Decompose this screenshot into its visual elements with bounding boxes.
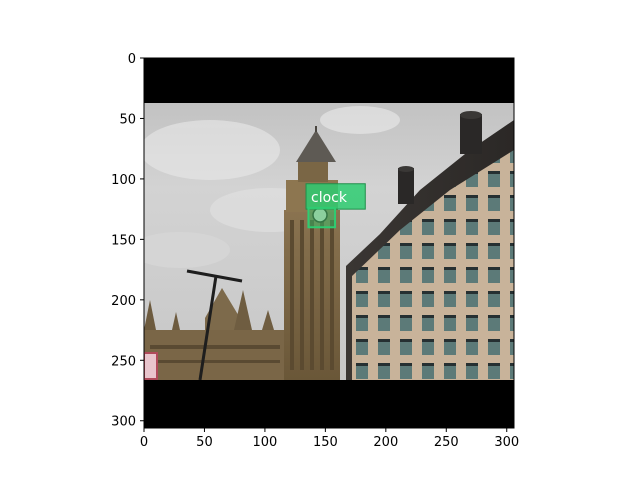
y-tick-label: 250 xyxy=(111,354,136,369)
axes: 0 50 100 150 200 250 300 0 50 100 150 200 250 300 xyxy=(111,52,519,450)
y-tick-label: 150 xyxy=(111,233,136,248)
elizabeth-tower xyxy=(284,126,340,380)
y-tick-label: 100 xyxy=(111,173,136,188)
x-tick-label: 250 xyxy=(434,435,459,450)
axes-frame xyxy=(143,57,515,429)
detection-label-box xyxy=(305,183,366,210)
y-tick-label: 50 xyxy=(119,112,136,127)
x-tick-label: 300 xyxy=(494,435,519,450)
letterbox-bottom xyxy=(144,380,514,428)
detection-bounding-box xyxy=(307,206,337,229)
x-tick-label: 150 xyxy=(313,435,338,450)
x-tick-label: 0 xyxy=(140,435,148,450)
x-tick-label: 50 xyxy=(196,435,213,450)
y-tick-label: 300 xyxy=(111,415,136,430)
x-tick-label: 100 xyxy=(253,435,278,450)
x-tick-label: 200 xyxy=(373,435,398,450)
y-tick-label: 0 xyxy=(128,52,136,67)
lamp-post xyxy=(186,269,243,381)
photo xyxy=(144,58,514,428)
palace-building xyxy=(144,288,284,380)
y-tick-label: 200 xyxy=(111,294,136,309)
detection-label-text: clock xyxy=(311,190,348,206)
detections-layer: clock xyxy=(305,183,366,229)
portcullis-house xyxy=(346,111,514,380)
letterbox-top xyxy=(144,58,514,103)
street-sign xyxy=(144,352,158,380)
detection-clock: clock xyxy=(305,183,366,229)
